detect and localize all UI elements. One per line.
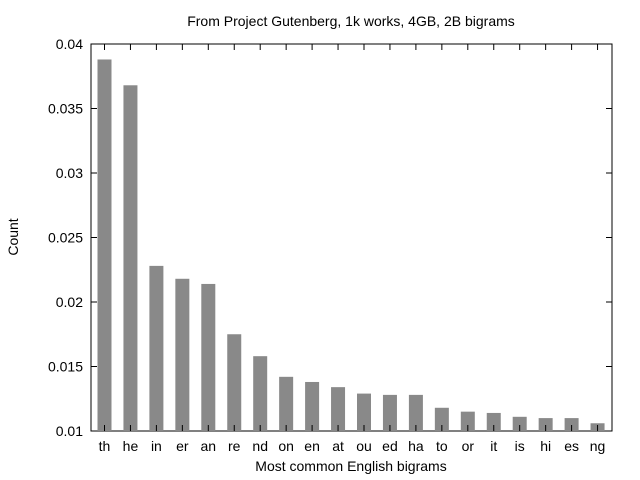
y-axis-label: Count [5,218,21,255]
bar-to [434,407,449,431]
x-tick-label: nd [252,438,268,454]
x-tick-label: ed [382,438,398,454]
x-tick-label: or [462,438,475,454]
y-axis: 0.01 0.015 0.02 0.025 0.03 0.035 0.04 [48,36,612,439]
bar-on [279,376,294,431]
x-tick-label: at [332,438,344,454]
bar-he [123,85,138,431]
bar-nd [253,356,268,431]
x-tick-label: ng [590,438,606,454]
x-tick-label: es [564,438,579,454]
chart-title: From Project Gutenberg, 1k works, 4GB, 2… [187,13,515,29]
x-tick-label: an [201,438,217,454]
x-tick-label: en [304,438,320,454]
bar-re [227,334,242,431]
bar-ed [382,394,397,431]
bar-en [305,381,320,431]
bar-hi [538,418,553,431]
y-tick-label: 0.04 [56,36,83,52]
bar-ou [357,393,371,431]
plot-area [90,43,613,432]
x-tick-label: th [99,438,111,454]
x-tick-label: hi [540,438,551,454]
x-tick-label: ou [356,438,372,454]
bar-es [564,418,579,431]
y-tick-label: 0.015 [48,359,83,375]
x-tick-label: er [176,438,189,454]
x-tick-label: is [515,438,525,454]
x-tick-label: ha [408,438,424,454]
bars-group [97,59,605,431]
x-tick-label: to [436,438,448,454]
x-tick-label: on [278,438,294,454]
x-tick-label: re [228,438,241,454]
bar-at [331,387,346,431]
x-tick-label: he [123,438,139,454]
bar-an [201,283,216,431]
y-tick-label: 0.01 [56,423,83,439]
bar-in [149,265,164,431]
x-axis-label: Most common English bigrams [255,458,446,474]
bar-it [486,412,501,431]
x-tick-label: it [490,438,497,454]
x-axis: th he in er an re nd on en at ou ed ha to or it is hi es ng [99,44,606,454]
y-tick-label: 0.035 [48,101,83,117]
y-tick-label: 0.02 [56,294,83,310]
bar-er [175,278,190,431]
y-tick-label: 0.03 [56,165,83,181]
bar-is [512,416,527,431]
bar-th [97,59,112,431]
bar-ha [408,394,423,431]
bar-or [460,411,475,431]
x-tick-label: in [151,438,162,454]
y-tick-label: 0.025 [48,230,83,246]
